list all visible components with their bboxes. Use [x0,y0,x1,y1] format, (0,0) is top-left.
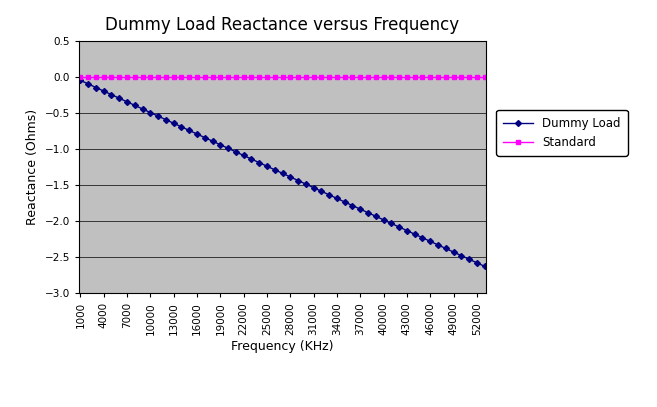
Standard [76,74,84,79]
Dummy Load [434,243,442,247]
Line: Standard: Standard [78,74,487,79]
Dummy Load [76,78,84,83]
Standard [185,74,193,79]
Y-axis label: Reactance (Ohms): Reactance (Ohms) [26,109,39,225]
Dummy Load [309,185,317,190]
Dummy Load [185,128,193,133]
Line: Dummy Load: Dummy Load [78,78,487,269]
Standard [309,74,317,79]
Standard [434,74,442,79]
Title: Dummy Load Reactance versus Frequency: Dummy Load Reactance versus Frequency [105,15,460,34]
Dummy Load [317,189,325,194]
Standard [481,74,489,79]
X-axis label: Frequency (KHz): Frequency (KHz) [231,340,334,353]
Dummy Load [481,264,489,269]
Legend: Dummy Load, Standard: Dummy Load, Standard [496,110,628,156]
Standard [388,74,396,79]
Standard [317,74,325,79]
Standard [333,74,341,79]
Dummy Load [333,196,341,201]
Dummy Load [388,221,396,226]
